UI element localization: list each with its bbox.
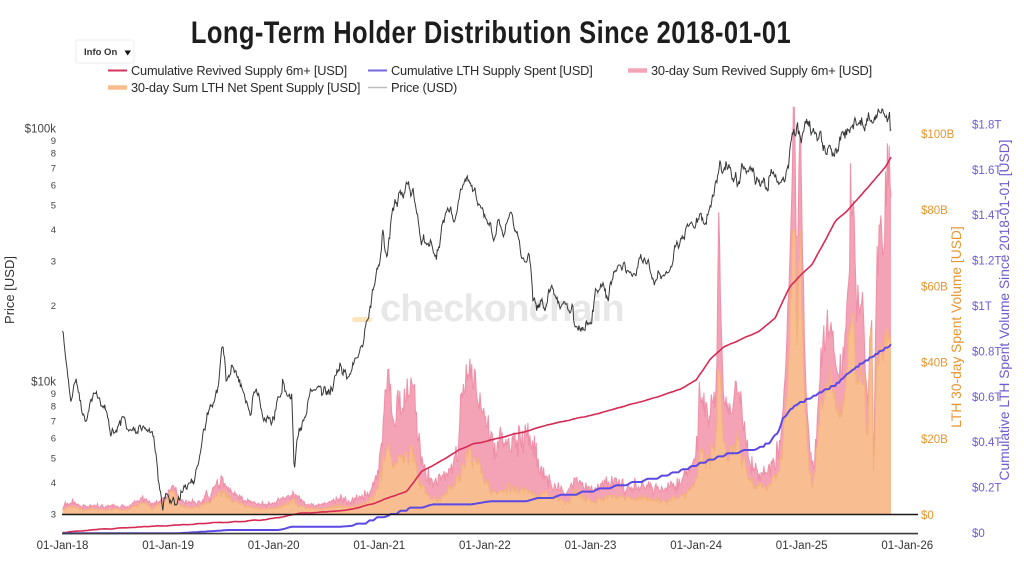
svg-text:4: 4	[51, 478, 56, 489]
svg-text:2: 2	[51, 301, 56, 312]
svg-text:$10k: $10k	[31, 377, 56, 389]
svg-text:Price (USD): Price (USD)	[391, 80, 457, 95]
svg-text:3: 3	[51, 257, 56, 268]
svg-text:$100B: $100B	[921, 129, 955, 141]
svg-text:$1.6T: $1.6T	[972, 165, 1001, 177]
svg-text:Cumulative LTH Spent Volume Si: Cumulative LTH Spent Volume Since 2018-0…	[997, 139, 1012, 480]
svg-text:30-day Sum Revived Supply 6m+: 30-day Sum Revived Supply 6m+ [USD]	[651, 63, 872, 78]
svg-text:7: 7	[51, 416, 56, 427]
svg-text:30-day Sum LTH Net Spent Suppl: 30-day Sum LTH Net Spent Supply [USD]	[131, 80, 360, 95]
svg-text:checkonchain: checkonchain	[380, 288, 624, 330]
svg-text:LTH 30-day Spent Volume [USD]: LTH 30-day Spent Volume [USD]	[949, 226, 964, 427]
svg-text:7: 7	[51, 163, 56, 174]
svg-text:$0.4T: $0.4T	[972, 437, 1001, 449]
svg-text:4: 4	[51, 225, 56, 236]
svg-text:$1.4T: $1.4T	[972, 210, 1001, 222]
svg-text:01-Jan-24: 01-Jan-24	[670, 540, 722, 552]
svg-text:01-Jan-21: 01-Jan-21	[353, 540, 405, 552]
svg-text:Price [USD]: Price [USD]	[2, 256, 17, 324]
svg-text:6: 6	[51, 180, 56, 191]
svg-text:$0: $0	[972, 528, 985, 540]
svg-text:$0.2T: $0.2T	[972, 483, 1001, 495]
svg-text:8: 8	[51, 402, 56, 413]
svg-text:6: 6	[51, 433, 56, 444]
svg-text:5: 5	[51, 200, 56, 211]
svg-text:9: 9	[51, 136, 56, 147]
svg-text:$0.6T: $0.6T	[972, 392, 1001, 404]
svg-text:$1.2T: $1.2T	[972, 256, 1001, 268]
svg-text:$0.8T: $0.8T	[972, 346, 1001, 358]
svg-text:9: 9	[51, 389, 56, 400]
svg-text:01-Jan-23: 01-Jan-23	[565, 540, 617, 552]
svg-text:$20B: $20B	[921, 434, 948, 446]
svg-text:01-Jan-18: 01-Jan-18	[37, 540, 89, 552]
svg-text:$0: $0	[921, 510, 934, 522]
svg-text:01-Jan-19: 01-Jan-19	[142, 540, 194, 552]
svg-text:$60B: $60B	[921, 281, 948, 293]
svg-text:01-Jan-26: 01-Jan-26	[881, 540, 933, 552]
svg-text:$100k: $100k	[25, 124, 57, 136]
svg-text:Cumulative LTH Supply Spent [U: Cumulative LTH Supply Spent [USD]	[391, 63, 593, 78]
svg-text:$1T: $1T	[972, 301, 992, 313]
svg-text:$40B: $40B	[921, 358, 948, 370]
svg-text:01-Jan-22: 01-Jan-22	[459, 540, 511, 552]
svg-text:5: 5	[51, 453, 56, 464]
svg-text:Info On: Info On	[84, 47, 117, 58]
svg-text:Cumulative Revived Supply 6m+: Cumulative Revived Supply 6m+ [USD]	[131, 63, 347, 78]
svg-text:01-Jan-20: 01-Jan-20	[248, 540, 300, 552]
svg-text:$80B: $80B	[921, 205, 948, 217]
svg-text:$1.8T: $1.8T	[972, 119, 1001, 131]
svg-text:8: 8	[51, 149, 56, 160]
svg-text:Long-Term Holder Distribution: Long-Term Holder Distribution Since 2018…	[191, 16, 791, 51]
svg-text:3: 3	[51, 510, 56, 521]
svg-text:01-Jan-25: 01-Jan-25	[776, 540, 828, 552]
